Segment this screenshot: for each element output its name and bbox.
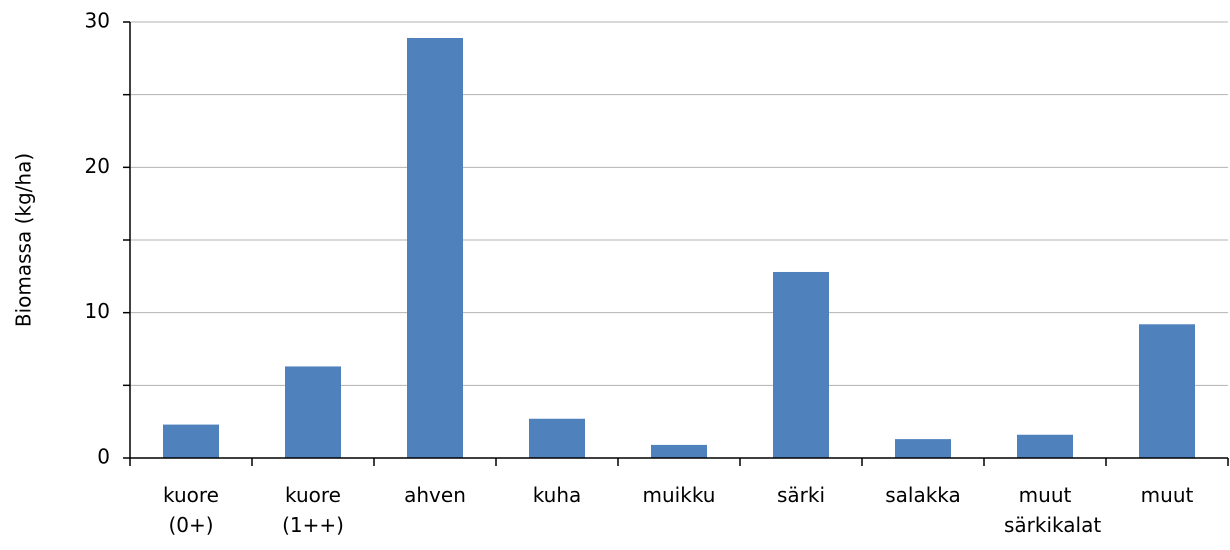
bar (895, 439, 951, 458)
x-tick-label: salakka (885, 483, 961, 507)
y-tick-label: 30 (85, 9, 110, 33)
bar (285, 366, 341, 458)
x-tick-label: särki (776, 483, 826, 507)
y-axis-label: Biomassa (kg/ha) (12, 153, 36, 327)
bar (529, 418, 585, 458)
x-tick-label: kuore (1++) (282, 483, 344, 537)
x-tick-label: muut särkikalat (1004, 483, 1102, 537)
bar (1017, 434, 1073, 458)
x-tick-label: ahven (404, 483, 466, 507)
bar (1139, 324, 1195, 458)
bar (163, 424, 219, 458)
x-tick-label: muikku (642, 483, 716, 507)
x-tick-label: muut (1140, 483, 1194, 507)
y-tick-label: 20 (85, 154, 110, 178)
x-tick-label: kuore (0+) (163, 483, 219, 537)
bar (773, 271, 829, 458)
x-tick-label: kuha (532, 483, 582, 507)
bar (407, 37, 463, 459)
bar (651, 444, 707, 458)
y-tick-label: 10 (85, 299, 110, 323)
y-tick-label: 0 (97, 445, 110, 469)
